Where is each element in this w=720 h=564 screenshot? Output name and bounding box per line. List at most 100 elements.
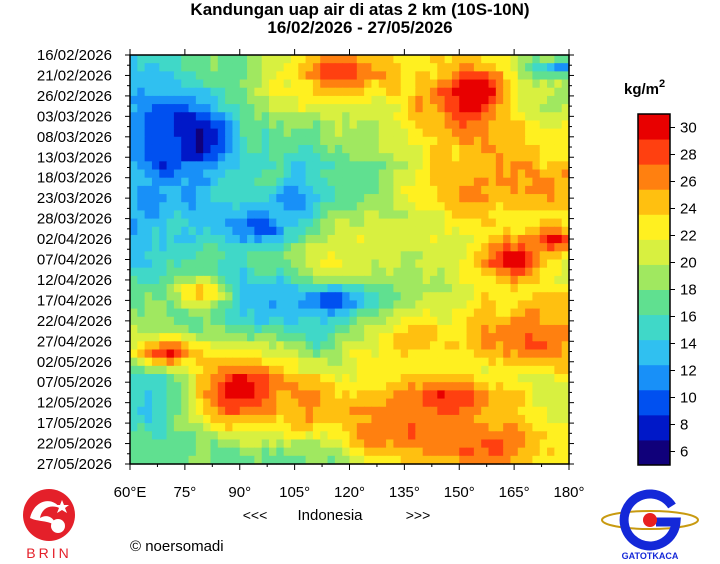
heatmap-cell (159, 431, 168, 441)
heatmap-cell (437, 194, 446, 203)
colorbar-tick-label: 20 (680, 255, 697, 272)
heatmap-cell (386, 194, 394, 203)
heatmap-cell (444, 234, 453, 244)
heatmap-cell (342, 365, 351, 375)
heatmap-cell (159, 324, 168, 334)
heatmap-cell (159, 95, 168, 105)
heatmap-cell (261, 185, 270, 195)
heatmap-cell (459, 349, 468, 359)
heatmap-cell (166, 431, 175, 441)
heatmap-cell (415, 136, 424, 146)
heatmap-cell (334, 210, 343, 220)
heatmap-cell (495, 341, 504, 351)
heatmap-cell (232, 341, 241, 351)
heatmap-cell (473, 300, 482, 310)
heatmap-cell (210, 324, 219, 334)
heatmap-cell (203, 218, 212, 228)
heatmap-cell (451, 333, 460, 342)
heatmap-cell (342, 341, 351, 351)
heatmap-cell (415, 243, 424, 252)
heatmap-cell (144, 185, 153, 195)
heatmap-cell (466, 210, 475, 220)
heatmap-cell (166, 259, 175, 269)
heatmap-cell (510, 455, 519, 465)
heatmap-cell (312, 349, 321, 359)
heatmap-cell (254, 153, 263, 162)
heatmap-cell (481, 308, 490, 318)
heatmap-cell (290, 284, 299, 293)
heatmap-cell (261, 406, 270, 416)
heatmap-cell (225, 423, 234, 432)
heatmap-cell (327, 275, 336, 285)
heatmap-cell (539, 243, 548, 252)
heatmap-cell (488, 324, 497, 334)
heatmap-cell (342, 226, 351, 236)
heatmap-cell (137, 431, 146, 441)
heatmap-cell (386, 414, 394, 424)
heatmap-cell (276, 267, 285, 277)
heatmap-cell (400, 267, 409, 277)
heatmap-cell (364, 251, 373, 261)
heatmap-cell (261, 104, 270, 113)
heatmap-cell (525, 324, 534, 334)
heatmap-cell (159, 87, 168, 97)
heatmap-cell (561, 87, 570, 97)
heatmap-cell (269, 128, 277, 138)
heatmap-cell (364, 55, 373, 64)
heatmap-cell (276, 161, 285, 171)
heatmap-cell (159, 447, 168, 457)
heatmap-cell (444, 431, 453, 441)
heatmap-cell (554, 382, 563, 391)
heatmap-cell (203, 365, 212, 375)
heatmap-cell (386, 275, 394, 285)
heatmap-cell (269, 95, 277, 105)
heatmap-cell (547, 382, 555, 391)
heatmap-cell (510, 275, 519, 285)
heatmap-cell (451, 316, 460, 326)
heatmap-cell (495, 398, 504, 408)
heatmap-cell (393, 357, 402, 367)
heatmap-cell (203, 455, 212, 465)
heatmap-cell (173, 185, 182, 195)
heatmap-cell (181, 316, 190, 326)
heatmap-cell (451, 104, 460, 113)
heatmap-cell (473, 284, 482, 293)
heatmap-cell (239, 390, 248, 400)
heatmap-cell (488, 308, 497, 318)
heatmap-cell (188, 414, 197, 424)
heatmap-cell (473, 63, 482, 72)
heatmap-cell (290, 210, 299, 220)
heatmap-cell (342, 423, 351, 432)
heatmap-cell (159, 390, 168, 400)
heatmap-cell (334, 120, 343, 130)
heatmap-cell (137, 316, 146, 326)
heatmap-cell (181, 161, 190, 171)
heatmap-cell (539, 104, 548, 113)
heatmap-cell (525, 128, 534, 138)
heatmap-cell (422, 447, 431, 457)
heatmap-cell (547, 234, 555, 244)
heatmap-cell (386, 226, 394, 236)
heatmap-cell (283, 136, 292, 146)
heatmap-cell (561, 267, 570, 277)
x-tick-label: 135° (389, 484, 420, 501)
heatmap-cell (188, 63, 197, 72)
heatmap-cell (298, 341, 307, 351)
heatmap-cell (232, 292, 241, 301)
heatmap-cell (130, 374, 138, 383)
heatmap-cell (539, 292, 548, 301)
heatmap-cell (415, 55, 424, 64)
heatmap-cell (151, 324, 160, 334)
heatmap-cell (320, 275, 329, 285)
heatmap-cell (415, 357, 424, 367)
heatmap-cell (561, 390, 570, 400)
heatmap-cell (503, 144, 512, 154)
heatmap-cell (429, 251, 438, 261)
heatmap-cell (422, 267, 431, 277)
heatmap-cell (517, 267, 526, 277)
heatmap-cell (130, 153, 138, 162)
heatmap-cell (547, 341, 555, 351)
heatmap-cell (503, 243, 512, 252)
heatmap-cell (525, 104, 534, 113)
heatmap-cell (561, 414, 570, 424)
